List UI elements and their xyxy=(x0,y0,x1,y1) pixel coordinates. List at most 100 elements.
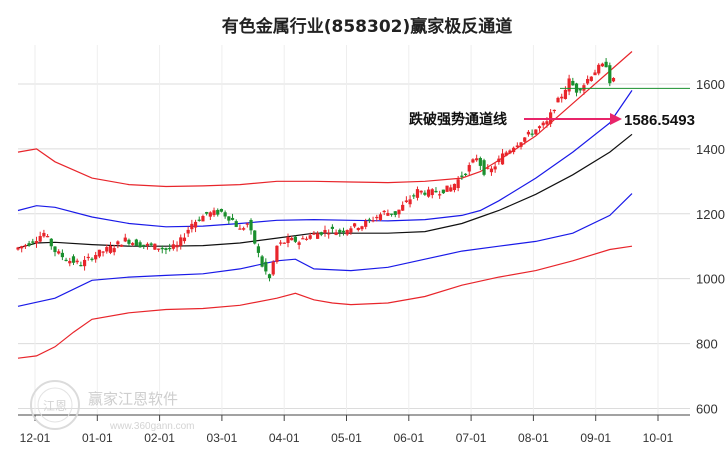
watermark-seal-icon xyxy=(30,380,80,430)
chart-title: 有色金属行业(858302)赢家极反通道 xyxy=(222,16,513,37)
candle-up xyxy=(382,210,386,213)
candle-up xyxy=(271,261,275,275)
candle-up xyxy=(94,255,98,260)
candle-up xyxy=(123,237,127,242)
candle-down xyxy=(249,219,253,231)
candle-up xyxy=(290,237,294,241)
annotation: 跌破强势通道线 1586.5493 xyxy=(409,87,695,129)
x-tick-label: 04-01 xyxy=(269,431,300,445)
candle-down xyxy=(53,246,57,253)
candle-up xyxy=(456,179,460,189)
candle-up xyxy=(186,229,190,234)
candle-up xyxy=(523,137,527,142)
candle-up xyxy=(193,221,198,228)
annotation-label: 跌破强势通道线 xyxy=(409,111,507,128)
candle-up xyxy=(515,145,519,148)
candle-up xyxy=(297,242,301,245)
candle-down xyxy=(134,239,138,246)
candle-up xyxy=(82,259,87,267)
candle-down xyxy=(460,175,464,177)
candle-down xyxy=(482,160,486,175)
candle-down xyxy=(27,243,31,246)
candle-up xyxy=(34,241,39,244)
candle-up xyxy=(349,228,353,233)
candle-down xyxy=(256,246,261,253)
grid xyxy=(18,45,690,415)
candle-up xyxy=(308,235,312,239)
y-tick-label: 600 xyxy=(696,402,718,417)
candle-up xyxy=(452,183,457,191)
candle-up xyxy=(286,236,290,244)
candle-up xyxy=(190,223,194,230)
candle-up xyxy=(105,247,109,252)
candle-down xyxy=(319,232,323,235)
candle-up xyxy=(101,251,105,253)
candle-up xyxy=(334,232,338,235)
candle-up xyxy=(301,238,305,240)
candle-up xyxy=(75,260,79,263)
candle-up xyxy=(489,168,494,173)
candle-up xyxy=(45,236,50,238)
candle-up xyxy=(567,78,571,92)
candle-up xyxy=(563,89,568,99)
annotation-arrow-head xyxy=(610,113,622,125)
candle-down xyxy=(571,80,575,86)
candle-down xyxy=(423,192,427,195)
watermark-seal-text: 江恩 xyxy=(43,399,67,413)
candle-up xyxy=(179,237,183,246)
candle-up xyxy=(597,64,601,74)
candle-up xyxy=(471,159,475,163)
watermark-url: www.360gann.com xyxy=(109,421,195,432)
candle-up xyxy=(408,199,412,205)
candle-up xyxy=(116,241,120,245)
candle-up xyxy=(245,223,249,225)
y-tick-label: 1000 xyxy=(696,272,725,287)
candle-down xyxy=(293,236,298,242)
candle-up xyxy=(371,220,375,222)
candle-down xyxy=(530,133,534,135)
candle-up xyxy=(86,256,90,259)
candle-up xyxy=(364,220,368,227)
candle-down xyxy=(393,211,397,215)
candle-down xyxy=(127,239,131,244)
candle-up xyxy=(175,244,179,248)
candle-up xyxy=(356,227,360,231)
watermark: 江恩 赢家江恩软件 www.360gann.com xyxy=(30,380,195,432)
candle-down xyxy=(230,217,235,220)
candle-down xyxy=(478,157,482,166)
candle-up xyxy=(611,77,616,82)
candle-up xyxy=(131,243,135,245)
y-tick-label: 800 xyxy=(696,337,718,352)
candle-down xyxy=(64,259,68,262)
watermark-name: 赢家江恩软件 xyxy=(88,390,178,408)
candle-down xyxy=(219,208,224,212)
candle-up xyxy=(57,251,61,254)
candle-up xyxy=(97,249,101,257)
candle-up xyxy=(445,185,449,192)
candle-up xyxy=(360,226,364,230)
candle-down xyxy=(197,219,201,221)
candle-down xyxy=(164,248,168,250)
y-tick-label: 1400 xyxy=(696,142,725,157)
candle-down xyxy=(71,256,76,263)
candle-up xyxy=(378,214,383,221)
candle-up xyxy=(526,131,531,135)
candle-up xyxy=(153,243,157,250)
candle-down xyxy=(60,252,64,258)
candle-down xyxy=(608,65,612,84)
candle-up xyxy=(20,246,24,249)
x-tick-label: 03-01 xyxy=(207,431,238,445)
candle-down xyxy=(216,209,220,215)
candle-down xyxy=(434,190,438,193)
candle-up xyxy=(419,190,423,193)
y-tick-label: 1600 xyxy=(696,77,725,92)
candle-down xyxy=(341,230,346,233)
x-tick-label: 08-01 xyxy=(518,431,549,445)
candle-up xyxy=(112,248,116,253)
candle-up xyxy=(397,209,401,215)
candle-down xyxy=(31,241,35,243)
candle-up xyxy=(279,242,283,244)
candle-down xyxy=(578,88,582,91)
candle-down xyxy=(604,61,608,68)
x-tick-label: 01-01 xyxy=(82,431,113,445)
